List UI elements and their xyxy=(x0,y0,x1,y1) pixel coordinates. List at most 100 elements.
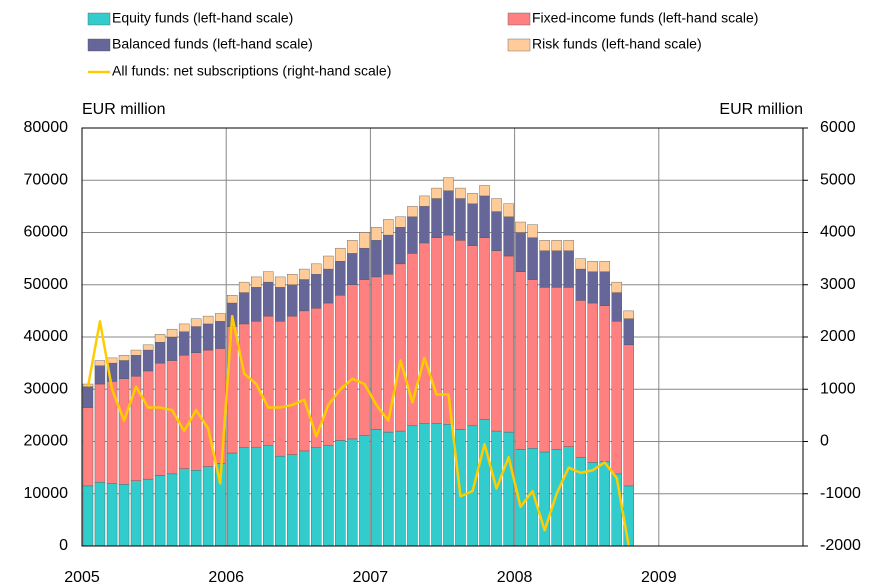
bar-segment xyxy=(431,187,442,199)
bar-segment xyxy=(311,274,322,309)
bar-segment xyxy=(166,328,178,338)
bar-segment xyxy=(599,261,610,272)
bar-segment xyxy=(371,227,382,241)
bar-segment xyxy=(94,482,106,547)
bar-segment xyxy=(142,478,154,547)
y-tick-label: 80000 xyxy=(24,119,69,136)
bar-segment xyxy=(395,216,406,228)
bar-segment xyxy=(515,271,526,450)
bar-segment xyxy=(335,440,346,547)
x-tick-label: 2006 xyxy=(208,569,244,586)
bar-segment xyxy=(94,360,106,366)
bar-segment xyxy=(238,323,250,448)
bar-segment xyxy=(587,462,598,547)
bar-segment xyxy=(106,483,118,547)
bar-segment xyxy=(130,349,142,356)
x-tick-label: 2007 xyxy=(353,569,389,586)
bar-segment xyxy=(599,305,610,462)
bar-segment xyxy=(407,216,418,254)
bar-segment xyxy=(503,203,514,218)
bar-segment xyxy=(467,203,478,246)
legend-label: Fixed-income funds (left-hand scale) xyxy=(532,10,758,26)
bar-segment xyxy=(467,245,478,427)
legend-label: All funds: net subscriptions (right-hand… xyxy=(112,63,391,79)
x-tick-label: 2008 xyxy=(497,569,533,586)
bar-segment xyxy=(178,323,190,332)
bar-segment xyxy=(587,271,598,304)
y-tick-label: 40000 xyxy=(24,328,69,345)
bar-segment xyxy=(263,281,274,317)
bar-segment xyxy=(551,250,562,288)
y2-tick-label: 2000 xyxy=(820,328,856,345)
bar-segment xyxy=(154,342,166,364)
bar-segment xyxy=(118,355,130,361)
bar-segment xyxy=(299,450,310,547)
bar-segment xyxy=(118,360,130,380)
legend-swatch xyxy=(507,12,531,26)
bar-segment xyxy=(311,263,322,275)
bar-segment xyxy=(287,284,298,317)
y2-tick-label: 3000 xyxy=(820,276,856,293)
bar-segment xyxy=(479,185,490,197)
bar-segment xyxy=(599,271,610,306)
y-tick-label: 0 xyxy=(59,537,68,554)
y2-axis-label: EUR million xyxy=(719,101,803,118)
y-tick-label: 70000 xyxy=(24,171,69,188)
bar-segment xyxy=(515,221,526,233)
bar-segment xyxy=(419,206,430,244)
bar-segment xyxy=(587,261,598,272)
bar-segment xyxy=(226,452,238,547)
y2-tick-label: -1000 xyxy=(820,485,861,502)
y2-tick-label: -2000 xyxy=(820,537,861,554)
bar-segment xyxy=(611,321,622,475)
line-series xyxy=(86,314,630,547)
y-tick-label: 30000 xyxy=(24,380,69,397)
bar-segment xyxy=(335,261,346,296)
bar-segment xyxy=(359,232,370,249)
bar-segment xyxy=(587,302,598,463)
bar-segment xyxy=(287,274,298,285)
bar-segment xyxy=(94,365,106,385)
bar-segment xyxy=(347,438,358,547)
bar-segment xyxy=(251,447,262,547)
bar-segment xyxy=(527,224,538,238)
bar-segment xyxy=(575,268,586,301)
x-tick-label: 2009 xyxy=(641,569,677,586)
bar-segment xyxy=(154,362,166,476)
bar-segment xyxy=(419,195,430,207)
bar-segment xyxy=(238,281,250,293)
bar-segment xyxy=(154,334,166,343)
bar-segment xyxy=(431,198,442,238)
plot-frame xyxy=(81,127,804,547)
bar-segment xyxy=(202,315,214,325)
bar-segment xyxy=(419,242,430,424)
bar-segment xyxy=(287,454,298,547)
bar-segment xyxy=(323,445,334,547)
y2-tick-label: 6000 xyxy=(820,119,856,136)
bar-segment xyxy=(299,268,310,280)
bar-segment xyxy=(395,430,406,547)
bar-segment xyxy=(539,250,550,288)
bar-segment xyxy=(190,470,202,547)
bar-segment xyxy=(202,323,214,351)
bar-segment xyxy=(226,326,238,454)
bar-segment xyxy=(274,276,286,288)
bar-segment xyxy=(623,485,634,547)
bar-segment xyxy=(407,206,418,218)
bar-segment xyxy=(383,219,394,236)
bar-segment xyxy=(299,310,310,452)
bar-segment xyxy=(563,446,574,547)
legend-label: Risk funds (left-hand scale) xyxy=(532,36,702,52)
bar-segment xyxy=(455,187,466,199)
bar-segment xyxy=(563,287,574,447)
y-axis-label: EUR million xyxy=(82,101,166,118)
bar-segment xyxy=(263,315,274,446)
bar-segment xyxy=(202,466,214,547)
bar-segment xyxy=(347,253,358,285)
bar-segment xyxy=(118,378,130,485)
bar-segment xyxy=(491,250,502,432)
bar-segment xyxy=(395,227,406,265)
bar-segment xyxy=(551,287,562,450)
bar-segment xyxy=(359,279,370,436)
